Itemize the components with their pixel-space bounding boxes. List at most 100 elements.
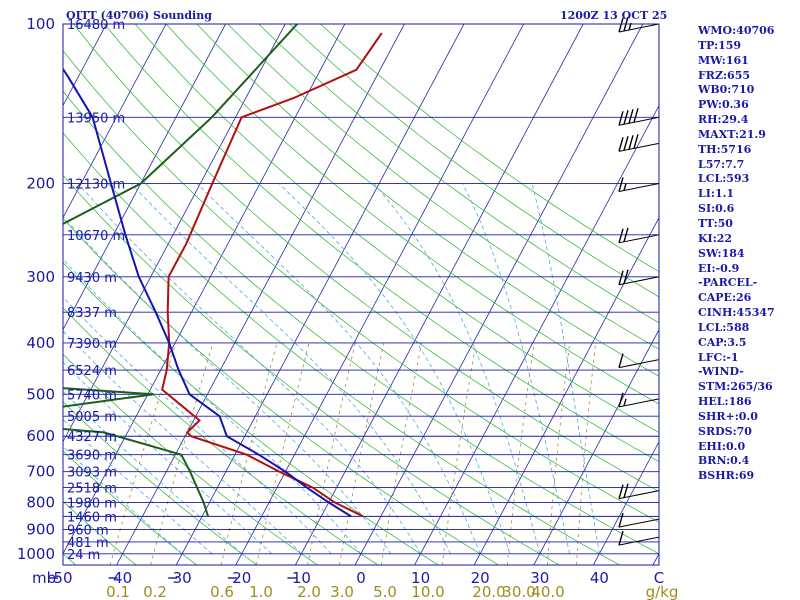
barb-flag [633, 108, 639, 123]
stat-item: SW:184 [698, 246, 745, 260]
moist-adiabat-line [278, 183, 511, 554]
pressure-tick-label: 700 [26, 463, 55, 481]
isotherm-line [175, 24, 465, 565]
dry-adiabat-line [104, 24, 659, 462]
barb-flag [623, 227, 629, 243]
height-tick-label: 3690 m [67, 449, 117, 464]
stat-item: -PARCEL- [698, 276, 758, 290]
mixing-ratio-label: 0.1 [106, 583, 130, 600]
height-tick-label: 13950 m [67, 111, 125, 126]
height-tick-label: 5740 m [67, 388, 117, 403]
barb-half [623, 183, 627, 191]
height-tick-label: 9430 m [67, 271, 117, 286]
mixing-ratio-line [506, 342, 535, 565]
mixing-ratio-label: 20.0 [472, 583, 505, 600]
dry-adiabat-line [134, 24, 659, 433]
stat-item: CAPE:26 [698, 291, 752, 305]
mixing-ratio-line [546, 342, 571, 565]
isotherm-line [0, 24, 47, 565]
stat-item: SI:0.6 [698, 202, 735, 216]
dry-adiabat-line [258, 24, 659, 324]
moist-adiabat-line [462, 183, 570, 554]
barb-staff [618, 518, 660, 528]
stat-item: BRN:0.4 [698, 454, 750, 468]
wind-barb [618, 392, 660, 408]
stat-item: MW:161 [698, 53, 749, 67]
wind-barb [618, 512, 660, 528]
stat-item: TP:159 [698, 38, 742, 52]
sounding-profiles [63, 24, 383, 518]
stat-item: STM:265/36 [698, 380, 773, 394]
dry-adiabat-line [63, 90, 659, 555]
mixing-ratio-label: 0.2 [143, 583, 167, 600]
pressure-tick-label: 1000 [17, 545, 55, 563]
background-grid [0, 24, 659, 565]
wind-barb [618, 16, 660, 33]
dry-adiabat-line [289, 24, 659, 298]
barb-staff [618, 142, 660, 152]
pressure-tick-label: 800 [26, 493, 55, 511]
dry-adiabat-line [63, 401, 258, 565]
plot-frame [62, 23, 660, 566]
barb-flag [618, 137, 624, 152]
stat-item: EI:-0.9 [698, 261, 740, 275]
pressure-tick-label: 400 [26, 334, 55, 352]
isotherm-line [354, 24, 644, 565]
stat-item: LCL:593 [698, 172, 750, 186]
pressure-unit-label: mb [32, 569, 56, 587]
barb-flag [618, 392, 624, 408]
barb-staff [618, 359, 660, 369]
barb-staff [618, 234, 660, 244]
stat-item: WB0:710 [698, 83, 755, 97]
stat-item: LCL:588 [698, 320, 750, 334]
barb-flag [618, 353, 624, 368]
stats-panel: WMO:40706 TP:159 MW:161 FRZ:655 WB0:710 PW:0.… [698, 24, 775, 484]
height-tick-label: 481 m [67, 536, 109, 551]
mixing-ratio-line [220, 342, 278, 565]
temperature-tick-label: 10 [411, 569, 430, 587]
stat-item: LI:1.1 [698, 187, 735, 201]
barb-flag [628, 109, 634, 124]
temperature-tick-label: 20 [471, 569, 490, 587]
wind-barb [618, 227, 660, 244]
temperature-unit-label: C [654, 569, 664, 587]
wind-barb [618, 353, 660, 369]
stat-item: RH:29.4 [698, 113, 749, 127]
stat-item: L57:7.7 [698, 157, 745, 171]
stat-item: KI:22 [698, 231, 733, 245]
dry-adiabat-line [165, 24, 659, 405]
barb-flag [633, 134, 639, 149]
stat-item: BSHR:69 [698, 469, 755, 483]
dry-adiabat-line [63, 174, 560, 565]
barb-flag [618, 270, 624, 285]
stat-item: TT:50 [698, 216, 733, 230]
isotherm-line [116, 24, 405, 565]
moist-adiabat-line [77, 183, 421, 555]
mixing-ratio-line [339, 342, 385, 565]
station-title: OITT (40706) Sounding [66, 9, 212, 22]
isotherm-line [63, 24, 346, 555]
isotherm-line [414, 104, 659, 565]
height-tick-label: 4327 m [67, 430, 117, 445]
stat-item: HEL:186 [698, 395, 752, 409]
moist-adiabat-line [196, 183, 481, 554]
temperature-tick-label: 50 [53, 569, 72, 587]
temperature-tick-label: 20 [232, 569, 251, 587]
isotherm-line [473, 216, 659, 565]
dry-adiabat-line [0, 24, 15, 565]
height-tick-label: 1980 m [67, 496, 117, 511]
dry-adiabat-line [196, 24, 659, 377]
barb-flag [618, 228, 624, 244]
isotherm-line [533, 328, 659, 565]
barb-staff [618, 276, 660, 286]
height-tick-label: 3093 m [67, 466, 117, 481]
barb-staff [618, 536, 660, 546]
stat-item: CAP:3.5 [698, 335, 747, 349]
stat-item: TH:5716 [698, 142, 752, 156]
dry-adiabat-line [63, 132, 620, 565]
mixing-ratio-line [256, 342, 310, 565]
pressure-tick-label: 200 [26, 174, 55, 192]
isobar-lines [63, 23, 659, 566]
temperature-tick-label: 40 [113, 569, 132, 587]
dry-adiabat-line [63, 262, 439, 565]
